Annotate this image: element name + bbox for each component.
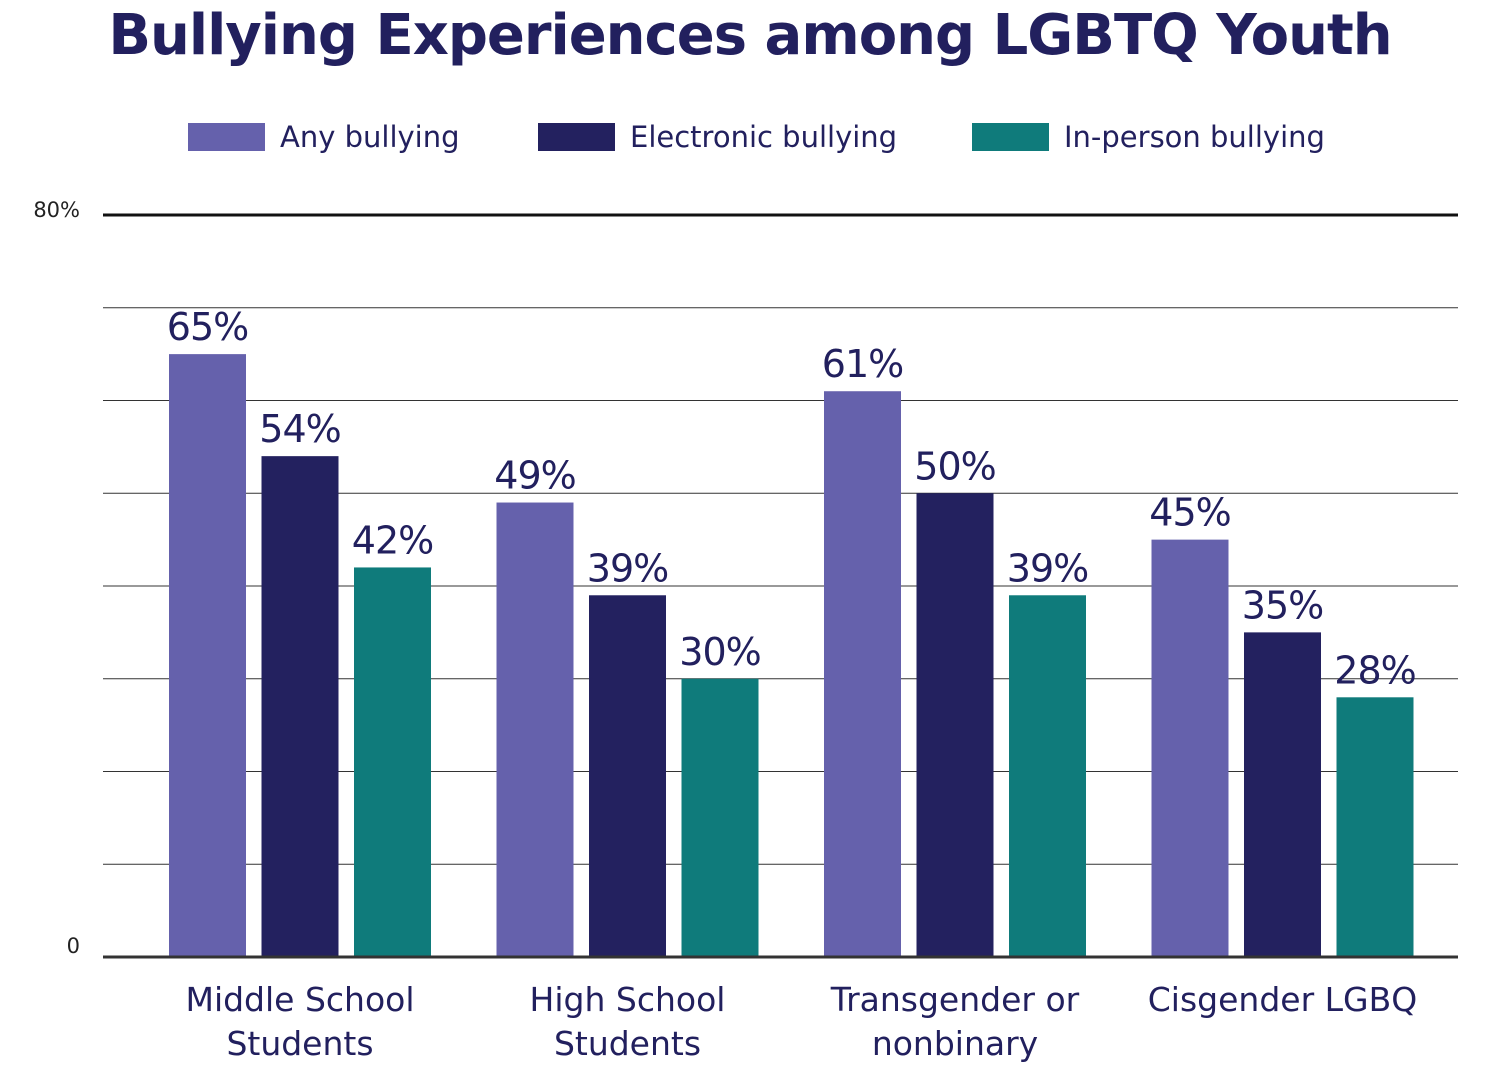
chart-title: Bullying Experiences among LGBTQ Youth — [108, 3, 1392, 68]
legend-item-in-person-bullying: In-person bullying — [972, 115, 1325, 159]
bar — [354, 567, 431, 957]
bar — [496, 502, 574, 957]
category-label: Cisgender LGBQ — [1123, 978, 1443, 1022]
category-label-line: nonbinary — [871, 1024, 1039, 1063]
legend: Any bullying Electronic bullying In-pers… — [0, 115, 1500, 159]
legend-swatch-any-bullying — [188, 123, 265, 151]
bar — [1244, 632, 1321, 957]
bar — [589, 595, 666, 957]
legend-label-any-bullying: Any bullying — [280, 120, 460, 154]
data-label: 50% — [914, 444, 995, 488]
bar — [1151, 539, 1229, 957]
bar — [681, 678, 759, 957]
category-label-line: Students — [226, 1024, 374, 1063]
data-label: 28% — [1334, 648, 1415, 692]
category-label: Middle School Students — [140, 978, 460, 1066]
legend-swatch-in-person-bullying — [972, 123, 1049, 151]
bar — [261, 456, 339, 957]
data-label: 39% — [587, 546, 668, 590]
y-tick-label: 80% — [33, 198, 80, 222]
category-label-line: High School — [529, 980, 726, 1019]
category-label-line: Middle School — [185, 980, 415, 1019]
legend-label-in-person-bullying: In-person bullying — [1064, 120, 1325, 154]
data-label: 30% — [679, 630, 760, 674]
data-label: 54% — [259, 407, 340, 451]
data-label: 65% — [167, 305, 248, 349]
bar — [169, 354, 246, 957]
bar — [1009, 595, 1086, 957]
data-label: 45% — [1149, 491, 1230, 535]
category-label-line: Students — [553, 1024, 702, 1063]
data-label: 35% — [1242, 583, 1323, 627]
data-label: 42% — [352, 518, 433, 562]
data-label: 61% — [822, 342, 903, 386]
bar — [824, 391, 901, 958]
category-label-line: Cisgender LGBQ — [1147, 980, 1418, 1019]
bar — [1336, 697, 1414, 957]
category-label-line: Transgender or — [830, 980, 1080, 1019]
y-tick-label: 0 — [67, 934, 80, 958]
bar — [916, 493, 994, 957]
legend-item-electronic-bullying: Electronic bullying — [538, 115, 897, 159]
legend-item-any-bullying: Any bullying — [188, 115, 460, 159]
category-label: Transgender or nonbinary — [795, 978, 1115, 1066]
category-label: High School Students — [468, 978, 788, 1066]
legend-swatch-electronic-bullying — [538, 123, 615, 151]
data-label: 49% — [494, 454, 575, 498]
legend-label-electronic-bullying: Electronic bullying — [630, 120, 898, 154]
data-label: 39% — [1007, 546, 1088, 590]
